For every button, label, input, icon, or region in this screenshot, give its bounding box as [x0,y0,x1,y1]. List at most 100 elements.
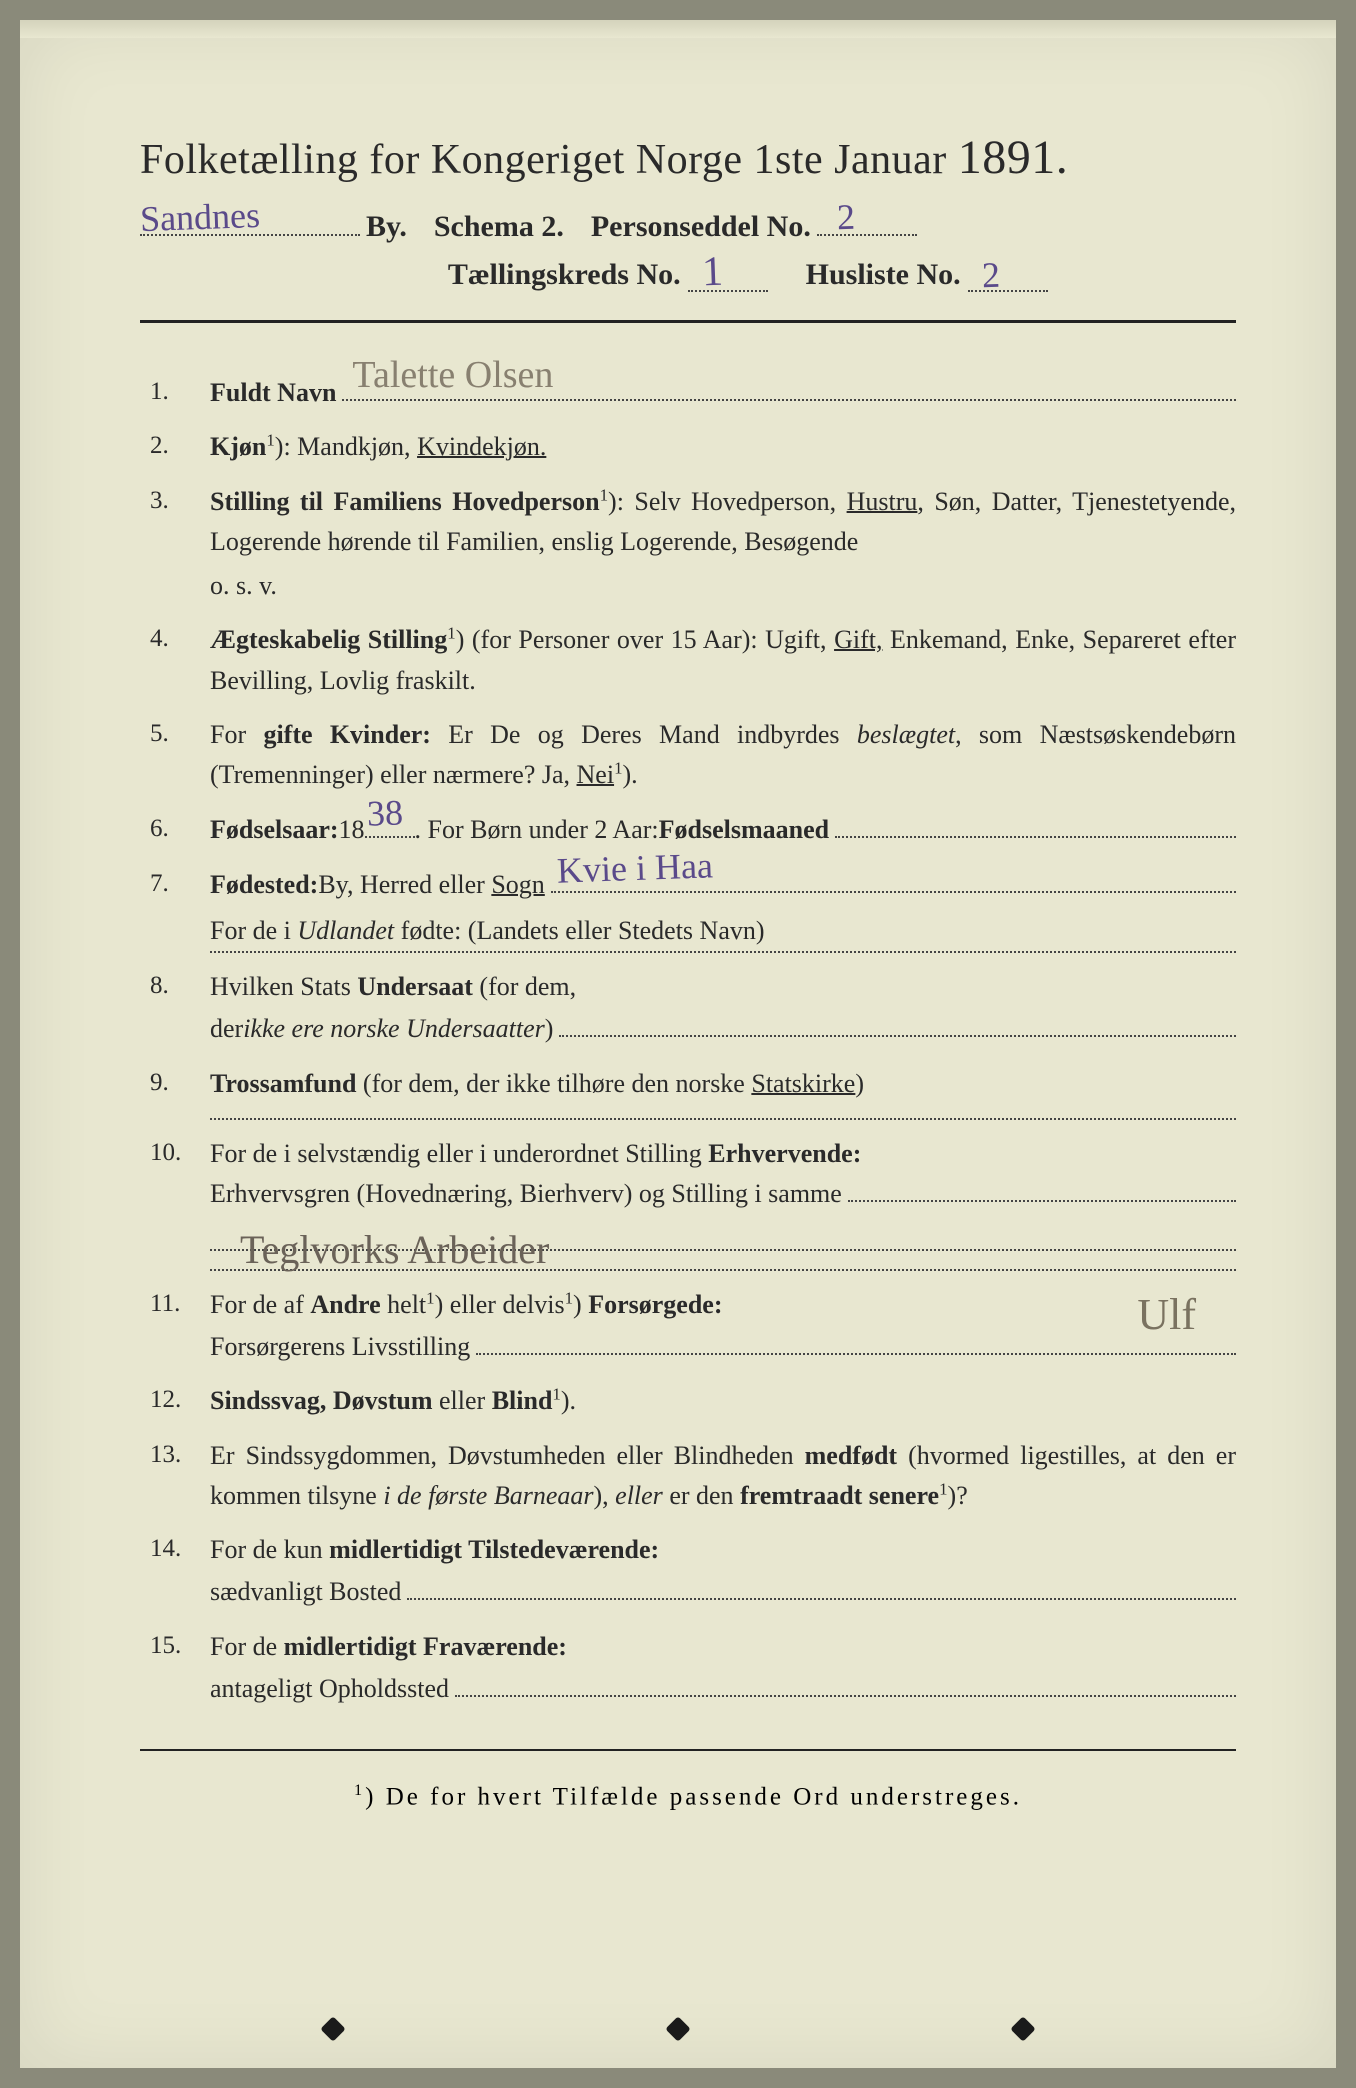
by-label: By. [366,210,407,244]
q3-etc: o. s. v. [210,566,1236,606]
q2-label: Kjøn [210,432,266,461]
q8: Hvilken Stats Undersaat (for dem, der ik… [140,967,1236,1050]
q4-selected: Gift, [834,625,882,654]
q11-field [476,1329,1236,1355]
footnote-sup: 1 [354,1781,365,1799]
footnote-text: ) De for hvert Tilfælde passende Ord und… [365,1784,1022,1811]
q5-label: gifte Kvinder: [263,720,431,749]
q11-text1: For de af [210,1290,310,1319]
q1-field: Talette Olsen [342,375,1236,401]
q11-text4: ) [573,1290,588,1319]
form-header: Folketælling for Kongeriget Norge 1ste J… [140,130,1236,292]
q8-text2: (for dem, [473,972,576,1001]
subtitle-line-1: Sandnes By. Schema 2. Personseddel No. 2 [140,203,1236,244]
footer-rule [140,1749,1236,1751]
q5-sup: 1 [614,759,622,778]
census-form-page: Folketælling for Kongeriget Norge 1ste J… [20,20,1336,2068]
hole-icon [1011,2016,1036,2041]
q4-sup: 1 [447,624,455,643]
q5-selected: Nei [577,760,615,789]
q7-line2a: For de i [210,916,297,945]
q12: Sindssvag, Døvstum eller Blind1). [140,1381,1236,1421]
form-title: Folketælling for Kongeriget Norge 1ste J… [140,130,1236,185]
q8-field [559,1011,1236,1037]
q15-label: midlertidigt Fraværende: [284,1632,567,1661]
q11-line2: Forsørgerens Livsstilling [210,1327,470,1367]
taellingskreds-field: 1 [688,259,768,292]
q9-label: Trossamfund [210,1069,356,1098]
q13-text3: ), [593,1481,615,1510]
q13-label2: fremtraadt senere [740,1481,939,1510]
q1-label: Fuldt Navn [210,373,336,413]
q10-label: Erhvervende: [708,1134,861,1174]
title-text: Folketælling for Kongeriget Norge 1ste J… [140,137,947,183]
q14-label: midlertidigt Tilstedeværende: [329,1535,659,1564]
footnote: 1) De for hvert Tilfælde passende Ord un… [140,1781,1236,1811]
q13-sup: 1 [939,1479,947,1498]
q13-text4: er den [663,1481,740,1510]
q9: Trossamfund (for dem, der ikke tilhøre d… [140,1064,1236,1120]
schema-label: Schema 2. [434,210,564,244]
q14-line2: sædvanligt Bosted [210,1572,401,1612]
q15-field [455,1671,1236,1697]
q8-label: Undersaat [357,972,473,1001]
q3-label: Stilling til Familiens Hovedperson [210,487,600,516]
q7-blank-line [210,951,1236,953]
q15: For de midlertidigt Fraværende: antageli… [140,1627,1236,1710]
q2-sup: 1 [266,431,274,450]
q4: Ægteskabelig Stilling1) (for Personer ov… [140,620,1236,701]
q10-text1: For de i selvstændig eller i underordnet… [210,1134,702,1174]
q7-selected: Sogn [491,865,544,905]
q5-em1: beslægtet [857,720,955,749]
q14: For de kun midlertidigt Tilstedeværende:… [140,1530,1236,1613]
question-list: Fuldt Navn Talette Olsen Kjøn1): Mandkjø… [140,373,1236,1709]
q13-em: i de første Barneaar [383,1481,593,1510]
q9-selected: Statskirke [751,1069,855,1098]
q7-em: Udlandet [297,916,394,945]
q7-text: By, Herred eller [318,865,485,905]
q5-prefix: For [210,720,263,749]
q15-line2: antageligt Opholdssted [210,1669,449,1709]
q7: Fødested: By, Herred eller Sogn Kvie i H… [140,865,1236,954]
q8-line2a: der [210,1009,243,1049]
q6-year-field: 38 [365,810,415,839]
q12-sup: 1 [552,1385,560,1404]
q13-text1: Er Sindssygdommen, Døvstumheden eller Bl… [210,1441,805,1470]
q13-label1: medfødt [805,1441,897,1470]
q10-text2: Erhvervsgren (Hovednæring, Bierhverv) og… [210,1174,842,1214]
by-field: Sandnes [140,203,360,236]
q14-field [407,1574,1236,1600]
personseddel-no-hw: 2 [836,196,855,239]
husliste-field: 2 [968,259,1048,292]
q2: Kjøn1): Mandkjøn, Kvindekjøn. [140,427,1236,467]
q6-century: 18 [339,810,365,850]
subtitle-line-2: Tællingskreds No. 1 Husliste No. 2 [140,258,1236,292]
q9-text: (for dem, der ikke tilhøre den norske [356,1069,751,1098]
q11: For de af Andre helt1) eller delvis1) Fo… [140,1285,1236,1368]
q10-value-hw: Teglvorks Arbeider [240,1219,549,1281]
q11-text2: helt [381,1290,427,1319]
q11-label2: Forsørgede: [588,1290,722,1319]
q13-close: )? [948,1481,968,1510]
q4-label: Ægteskabelig Stilling [210,625,447,654]
hole-icon [665,2016,690,2041]
q13-em2: eller [615,1481,663,1510]
q7-label: Fødested: [210,865,318,905]
personseddel-label: Personseddel No. [591,210,811,244]
header-rule [140,320,1236,323]
q8-em: ikke ere norske Undersaatter [243,1009,545,1049]
q10: For de i selvstændig eller i underordnet… [140,1134,1236,1271]
q12-label1: Sindssvag, Døvstum [210,1386,433,1415]
q10-field1 [848,1176,1236,1202]
q8-text1: Hvilken Stats [210,972,357,1001]
taellingskreds-label: Tællingskreds No. [448,258,681,291]
q3-before: ): Selv Hovedperson, [608,487,847,516]
q7-line2: For de i Udlandet fødte: (Landets eller … [210,911,1236,951]
q3-selected: Hustru [847,487,918,516]
binding-holes [20,2020,1336,2038]
q11-sup1: 1 [426,1288,434,1307]
q11-mark-hw: Ulf [1137,1281,1196,1349]
q11-sup2: 1 [565,1288,573,1307]
q6-label: Fødselsaar: [210,810,339,850]
q7-line2b: fødte: (Landets eller Stedets Navn) [394,916,764,945]
